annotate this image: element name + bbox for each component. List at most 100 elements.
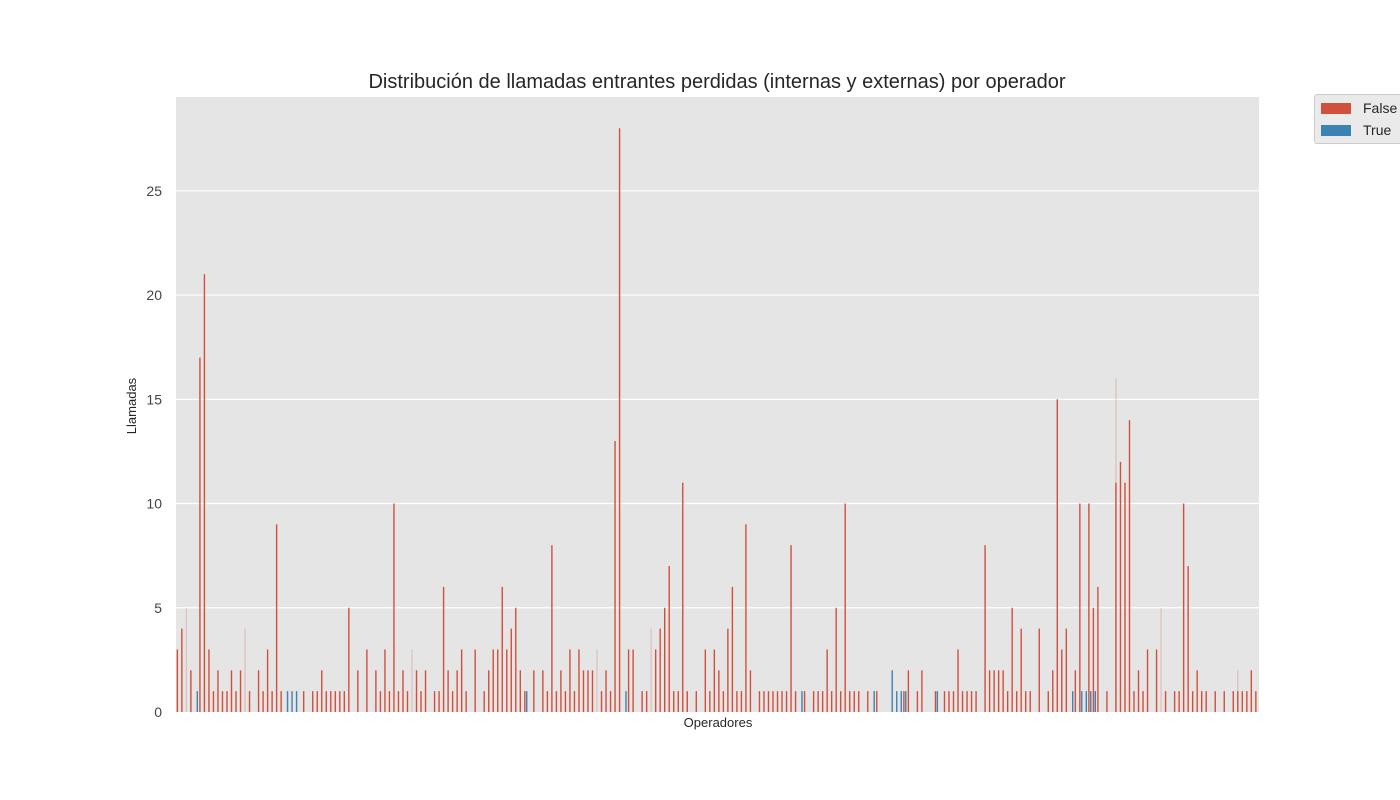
bar-false — [239, 670, 242, 712]
bar-false — [1241, 691, 1243, 712]
bar-false — [262, 691, 264, 712]
bar-true — [891, 670, 893, 712]
bar-false — [280, 691, 282, 712]
bar-false — [736, 691, 738, 712]
bar-true — [1072, 691, 1074, 712]
bar-false — [790, 545, 792, 712]
bar-false — [248, 691, 251, 712]
bar-true — [1090, 691, 1092, 712]
bar-false — [433, 691, 436, 712]
bar-false-faint — [650, 628, 652, 712]
bar-false — [555, 691, 558, 712]
bar-false — [844, 503, 846, 712]
bar-false — [781, 691, 783, 712]
bar-false — [934, 691, 937, 712]
bar-false — [867, 691, 869, 712]
bar-false — [1006, 691, 1009, 712]
bar-false — [474, 649, 476, 712]
bar-true — [801, 691, 803, 712]
bar-false — [803, 691, 806, 712]
bar-false — [627, 649, 630, 712]
bar-true — [900, 691, 902, 712]
bar-true — [905, 691, 907, 712]
bar-false — [1061, 649, 1063, 712]
bar-false — [519, 670, 521, 712]
bar-false — [1128, 420, 1131, 712]
bar-true — [625, 691, 627, 712]
bar-false — [542, 670, 544, 712]
bar-false — [321, 670, 323, 712]
legend-label-false: False — [1363, 100, 1398, 116]
bar-false — [609, 691, 612, 712]
bar-false — [1182, 503, 1185, 712]
bar-false — [384, 649, 386, 712]
bar-false — [817, 691, 819, 712]
bar-false — [984, 545, 986, 712]
bar-false — [664, 607, 666, 712]
bar-false — [704, 649, 707, 712]
bar-false — [312, 691, 314, 712]
bar-false — [1196, 670, 1198, 712]
bar-false — [497, 649, 499, 712]
bar-false — [1056, 399, 1058, 712]
bar-false — [235, 691, 237, 712]
bar-true — [896, 691, 898, 712]
bar-false — [709, 691, 711, 712]
bar-true — [196, 691, 198, 712]
bar-true — [286, 691, 289, 712]
bar-false — [1088, 503, 1090, 712]
bar-false — [257, 670, 260, 712]
legend-item-true: True — [1321, 121, 1391, 139]
bar-false — [271, 691, 273, 712]
bar-false — [221, 691, 224, 712]
bar-false — [515, 607, 517, 712]
bar-false — [388, 691, 391, 712]
bar-false — [821, 691, 824, 712]
bar-false — [375, 670, 377, 712]
bar-false — [853, 691, 855, 712]
bar-false — [1164, 691, 1167, 712]
bar-false — [975, 691, 977, 712]
bar-false — [1146, 649, 1149, 712]
bar-false — [727, 628, 729, 712]
bar-false — [1246, 691, 1248, 712]
bar-false — [212, 691, 215, 712]
legend-item-false: False — [1321, 99, 1397, 117]
bar-false — [1124, 482, 1126, 712]
bar-false — [483, 691, 485, 712]
bar-false — [334, 691, 336, 712]
bar-false — [659, 628, 661, 712]
y-tick-labels: 0 5 10 15 20 25 — [146, 183, 162, 720]
bar-false — [826, 649, 828, 712]
bar-false — [546, 691, 549, 712]
bar-false — [1047, 691, 1049, 712]
y-tick-label: 15 — [146, 391, 162, 407]
bar-false — [1155, 649, 1158, 712]
bar-false — [952, 691, 955, 712]
bar-false — [564, 691, 567, 712]
bar-false — [835, 607, 837, 712]
bar-false — [1115, 482, 1117, 712]
bar-false-faint — [1160, 607, 1162, 712]
bar-false — [1025, 691, 1027, 712]
bar-false — [668, 566, 670, 712]
bar-false — [849, 691, 851, 712]
bar-false — [970, 691, 973, 712]
bar-false — [1142, 691, 1144, 712]
bar-false — [614, 440, 616, 712]
bar-false — [357, 670, 359, 712]
bar-true — [1085, 691, 1087, 712]
bar-false — [451, 691, 454, 712]
bar-false — [402, 670, 404, 712]
bar-false — [587, 670, 589, 712]
bar-false — [763, 691, 765, 712]
bar-false — [758, 691, 761, 712]
bar-false — [551, 545, 553, 712]
y-tick-label: 20 — [146, 287, 162, 303]
bar-true — [936, 691, 939, 712]
bar-false — [645, 691, 648, 712]
bar-false — [442, 586, 445, 712]
bar-false — [591, 670, 594, 712]
bar-false — [858, 691, 860, 712]
